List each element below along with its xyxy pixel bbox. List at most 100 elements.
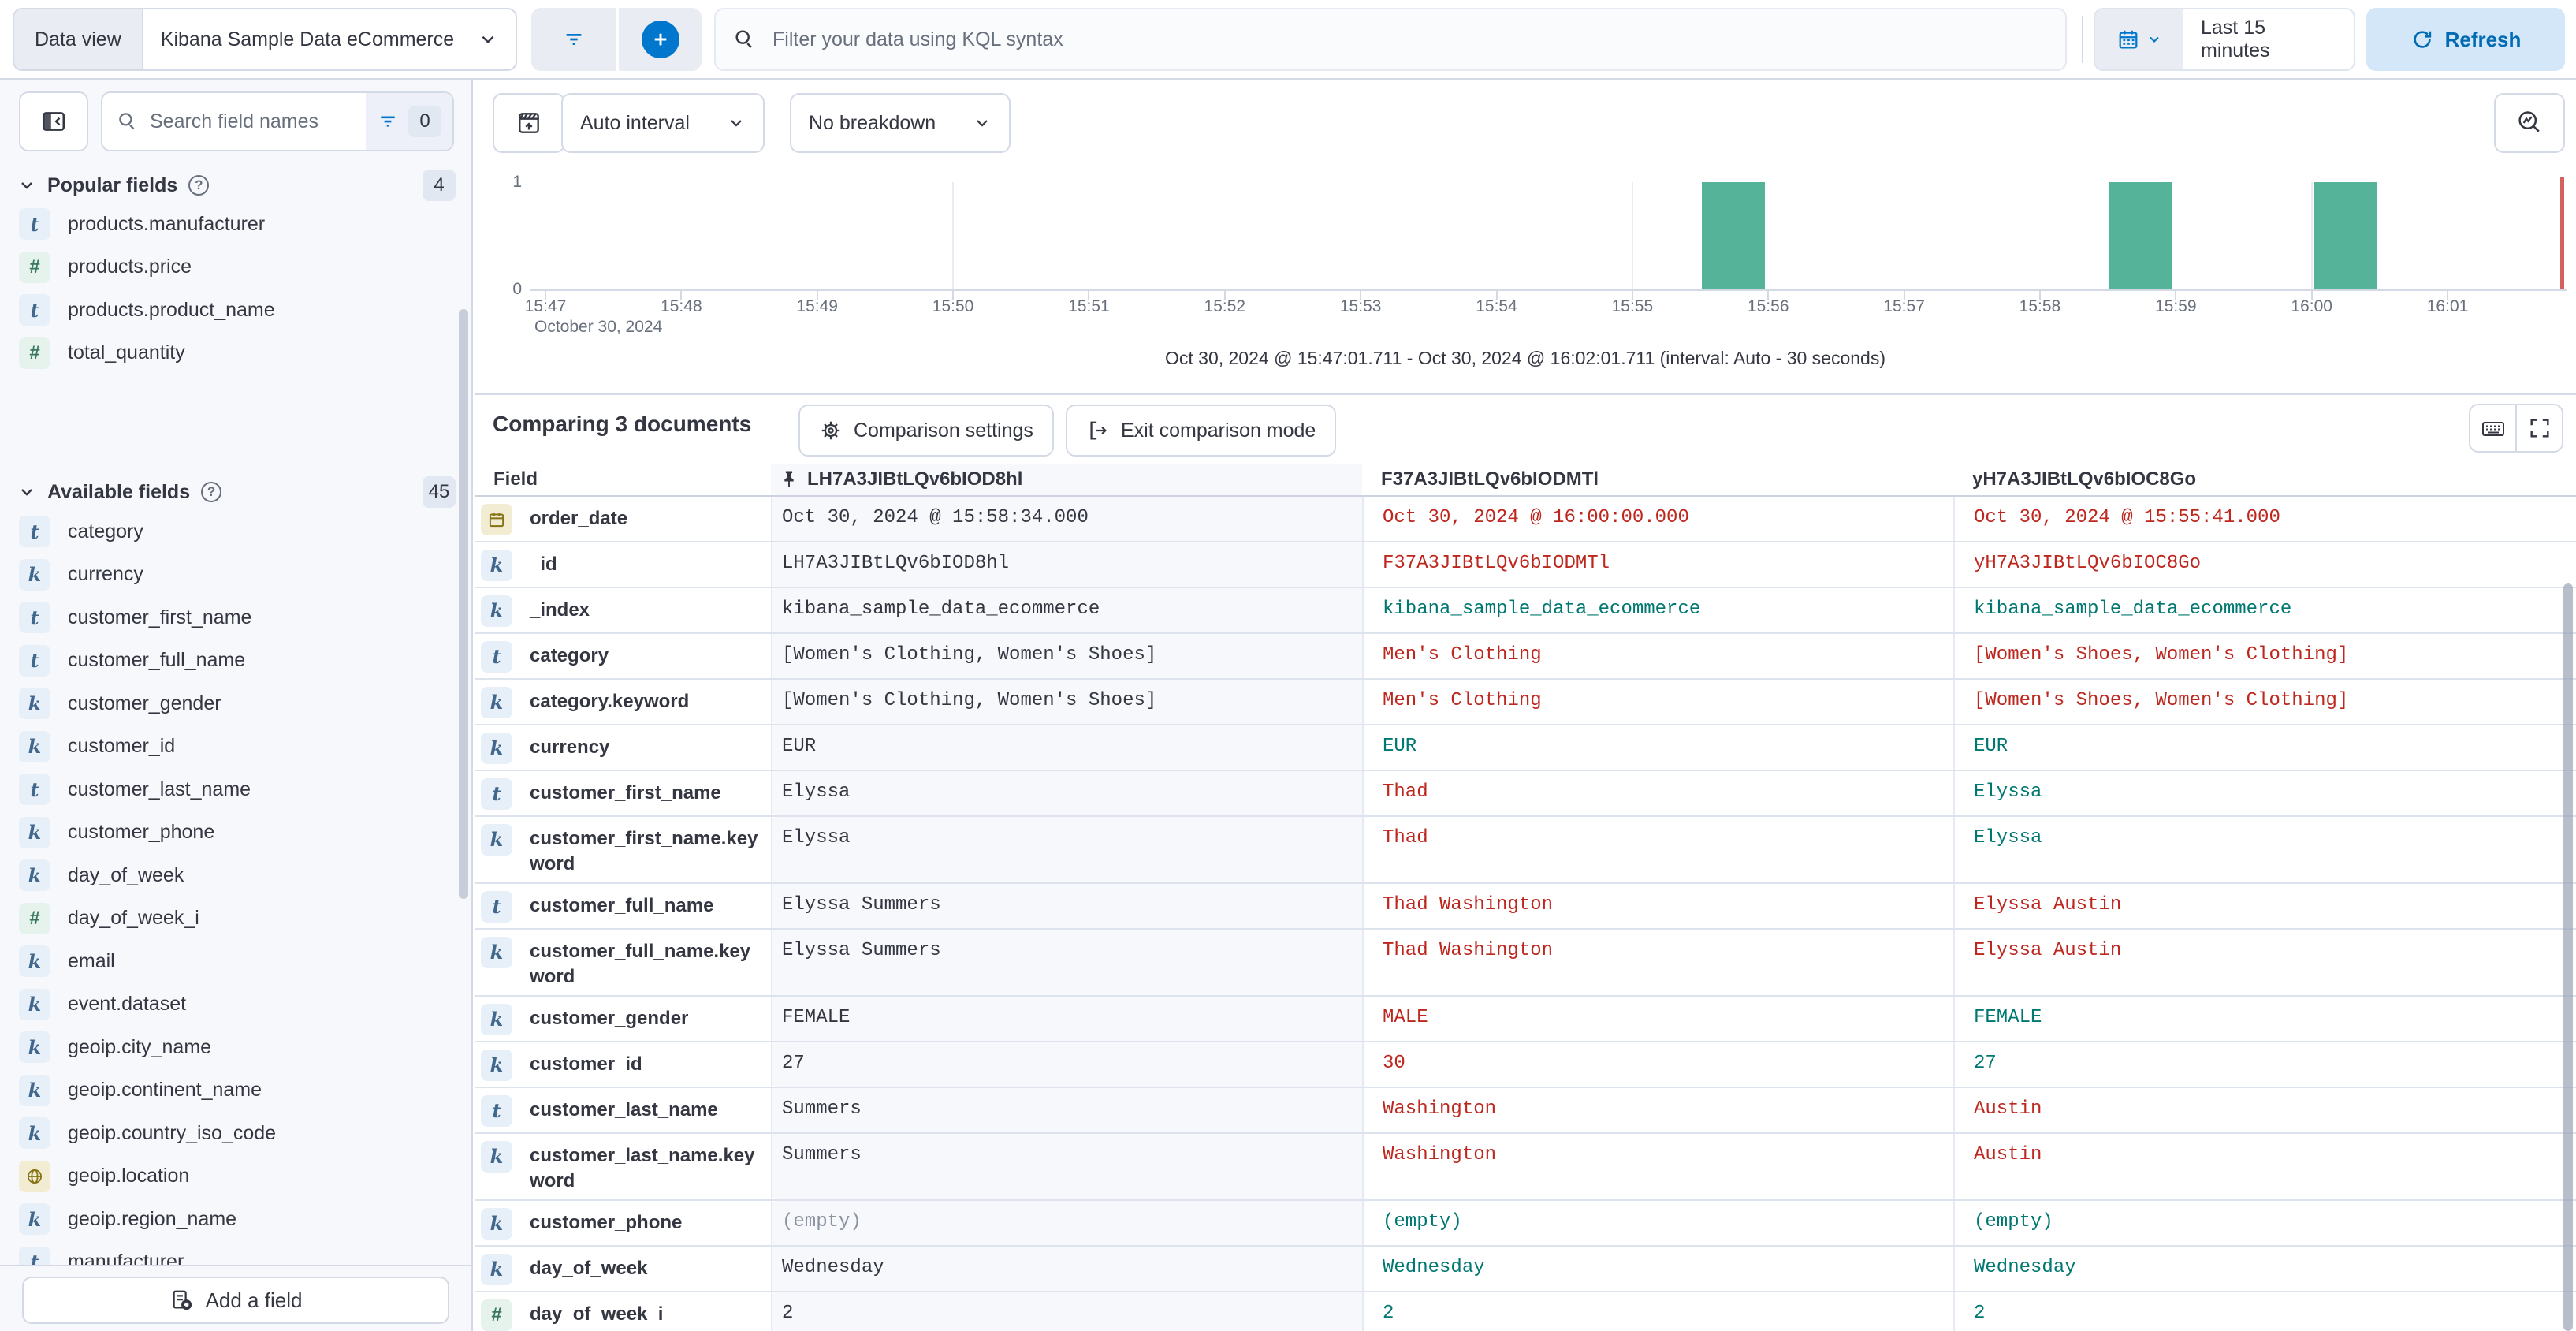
histogram-bar[interactable] <box>1702 182 1766 289</box>
add-filter-button[interactable] <box>531 8 616 71</box>
field-label: geoip.city_name <box>68 1035 212 1058</box>
field-name-cell[interactable]: t category <box>475 634 771 678</box>
sidebar-field-email[interactable]: k email <box>0 940 473 983</box>
sidebar-field-customer_full_name[interactable]: t customer_full_name <box>0 639 473 683</box>
sidebar-field-category[interactable]: t category <box>0 510 473 554</box>
comparison-settings-button[interactable]: Comparison settings <box>798 405 1054 457</box>
kql-search-bar[interactable] <box>714 8 2067 71</box>
x-axis-tick <box>545 291 546 300</box>
interval-select[interactable]: Auto interval <box>561 93 765 153</box>
field-name: category <box>530 645 609 666</box>
sidebar-field-geoip.region_name[interactable]: k geoip.region_name <box>0 1198 473 1241</box>
doc-column-header[interactable]: F37A3JIBtLQv6bIODMTl <box>1362 464 1953 495</box>
sidebar-field-products.manufacturer[interactable]: t products.manufacturer <box>0 203 473 246</box>
sidebar-field-customer_first_name[interactable]: t customer_first_name <box>0 596 473 639</box>
available-fields-header[interactable]: Available fields ? 45 <box>0 475 473 509</box>
field-name-cell[interactable]: k currency <box>475 725 771 770</box>
comparison-row: t category [Women's Clothing, Women's Shoe… <box>475 634 2576 680</box>
doc-id: yH7A3JIBtLQv6bIOC8Go <box>1972 468 2197 490</box>
sidebar-field-event.dataset[interactable]: k event.dataset <box>0 983 473 1027</box>
chart-gridline <box>1631 182 1633 290</box>
chevron-down-icon <box>727 114 746 132</box>
x-axis-tick-label: 15:58 <box>2019 297 2061 315</box>
sidebar-field-customer_last_name[interactable]: t customer_last_name <box>0 768 473 811</box>
doc-column-header[interactable]: yH7A3JIBtLQv6bIOC8Go <box>1953 464 2576 495</box>
y-axis-tick-label: 0 <box>512 280 522 298</box>
field-label: day_of_week <box>68 863 184 886</box>
field-filter-icon[interactable] <box>377 110 399 132</box>
field-name: customer_first_name <box>530 782 721 803</box>
x-axis-tick-label: 15:50 <box>932 297 974 315</box>
refresh-button[interactable]: Refresh <box>2366 8 2565 71</box>
field-type-number-icon: # <box>481 1299 512 1331</box>
field-name-cell[interactable]: k _index <box>475 588 771 632</box>
field-name-cell[interactable]: k customer_last_name.keyword <box>475 1134 771 1199</box>
top-bar: Data view Kibana Sample Data eCommerce <box>0 0 2576 80</box>
field-label: currency <box>68 563 143 586</box>
field-type-keyword-icon: k <box>481 595 512 627</box>
sidebar-field-customer_gender[interactable]: k customer_gender <box>0 682 473 725</box>
field-name-cell[interactable]: k category.keyword <box>475 680 771 724</box>
field-type-text-icon: t <box>481 891 512 923</box>
exit-comparison-button[interactable]: Exit comparison mode <box>1066 405 1337 457</box>
hide-chart-button[interactable] <box>493 93 565 153</box>
field-name-cell[interactable]: t customer_full_name <box>475 884 771 928</box>
keyboard-shortcuts-button[interactable] <box>2470 405 2515 451</box>
field-name-cell[interactable]: order_date <box>475 497 771 541</box>
comparison-value-cell: Washington <box>1362 1134 1953 1199</box>
sidebar-field-geoip.location[interactable]: geoip.location <box>0 1155 473 1199</box>
toolbar-divider <box>2082 16 2083 63</box>
comparison-value-cell: Thad <box>1362 817 1953 882</box>
sidebar-field-geoip.country_iso_code[interactable]: k geoip.country_iso_code <box>0 1112 473 1155</box>
field-name-cell[interactable]: t customer_first_name <box>475 771 771 815</box>
field-name-cell[interactable]: k customer_gender <box>475 997 771 1041</box>
comparison-table-body: order_date Oct 30, 2024 @ 15:58:34.000 Oct… <box>475 497 2576 1331</box>
time-picker-calendar-button[interactable] <box>2095 9 2183 69</box>
field-name-cell[interactable]: # day_of_week_i <box>475 1292 771 1331</box>
sidebar-scrollbar[interactable] <box>459 309 468 899</box>
add-control-button[interactable] <box>616 8 702 71</box>
edit-visualization-button[interactable] <box>2494 93 2565 153</box>
comparison-row: k customer_last_name.keyword Summers Washin… <box>475 1134 2576 1201</box>
fullscreen-button[interactable] <box>2515 405 2562 451</box>
field-search-box[interactable]: 0 <box>101 91 454 151</box>
sidebar-field-customer_id[interactable]: k customer_id <box>0 725 473 769</box>
field-search-input[interactable] <box>139 109 366 134</box>
sidebar-field-customer_phone[interactable]: k customer_phone <box>0 811 473 855</box>
add-field-button[interactable]: Add a field <box>22 1277 449 1324</box>
popular-fields-header[interactable]: Popular fields ? 4 <box>0 168 473 203</box>
table-scrollbar[interactable] <box>2563 583 2573 1331</box>
grid-view-options <box>2469 404 2563 453</box>
time-range-value[interactable]: Last 15 minutes <box>2183 17 2354 62</box>
kql-query-input[interactable] <box>771 27 2048 52</box>
field-name-cell[interactable]: k day_of_week <box>475 1247 771 1291</box>
sidebar-field-currency[interactable]: k currency <box>0 554 473 597</box>
data-view-selector[interactable]: Data view Kibana Sample Data eCommerce <box>13 8 517 71</box>
sidebar-field-geoip.continent_name[interactable]: k geoip.continent_name <box>0 1069 473 1113</box>
field-filter-count-badge: 0 <box>408 106 441 137</box>
field-name-cell[interactable]: k customer_full_name.keyword <box>475 930 771 995</box>
sidebar-field-day_of_week[interactable]: k day_of_week <box>0 854 473 897</box>
breakdown-select[interactable]: No breakdown <box>790 93 1011 153</box>
time-range-caption: Oct 30, 2024 @ 15:47:01.711 - Oct 30, 20… <box>1164 348 1886 368</box>
histogram-bar[interactable] <box>2109 182 2173 289</box>
field-name-cell[interactable]: k customer_first_name.keyword <box>475 817 771 882</box>
doc-id: F37A3JIBtLQv6bIODMTl <box>1381 468 1599 490</box>
field-name-cell[interactable]: t customer_last_name <box>475 1088 771 1132</box>
doc-column-header[interactable]: LH7A3JIBtLQv6bIOD8hl <box>771 464 1362 495</box>
sidebar-field-day_of_week_i[interactable]: # day_of_week_i <box>0 897 473 941</box>
collapse-sidebar-button[interactable] <box>19 91 88 151</box>
refresh-label: Refresh <box>2444 27 2522 51</box>
field-name-cell[interactable]: k _id <box>475 542 771 587</box>
sidebar-field-products.price[interactable]: # products.price <box>0 246 473 289</box>
field-type-text-icon: t <box>481 1095 512 1127</box>
histogram-bar[interactable] <box>2313 182 2377 289</box>
sidebar-field-products.product_name[interactable]: t products.product_name <box>0 289 473 332</box>
field-type-number-icon: # <box>19 337 50 369</box>
field-name-cell[interactable]: k customer_phone <box>475 1201 771 1245</box>
field-name-cell[interactable]: k customer_id <box>475 1042 771 1087</box>
field-label: event.dataset <box>68 993 187 1016</box>
field-label: customer_full_name <box>68 649 246 672</box>
sidebar-field-total_quantity[interactable]: # total_quantity <box>0 332 473 375</box>
sidebar-field-geoip.city_name[interactable]: k geoip.city_name <box>0 1026 473 1069</box>
